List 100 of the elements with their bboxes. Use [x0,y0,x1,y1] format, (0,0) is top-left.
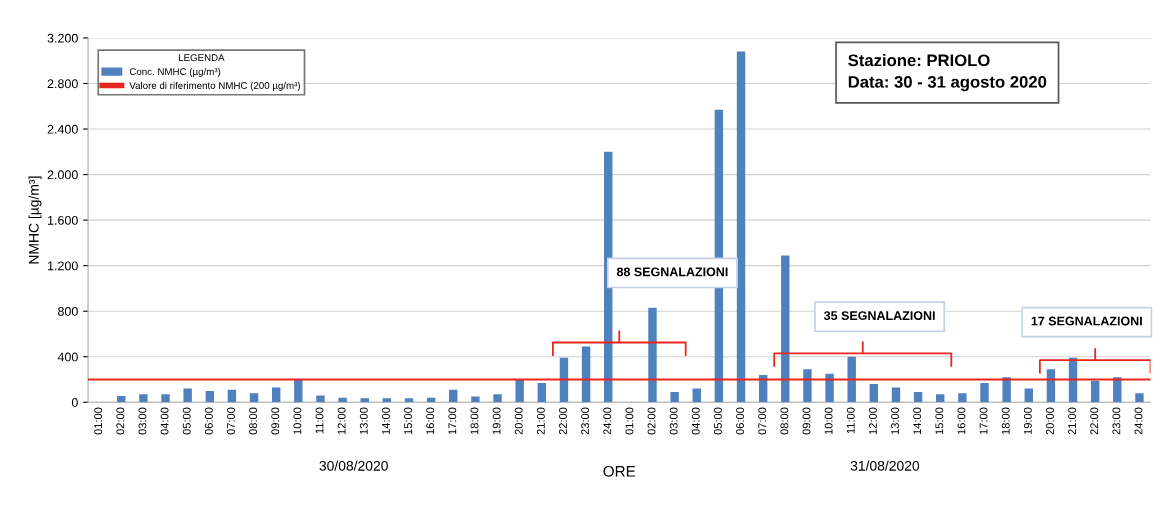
annotation: 35 SEGNALAZIONI [823,311,935,321]
x-tick-label: 01:00 [94,407,103,435]
bar [227,389,237,403]
bar [913,392,923,403]
bar [117,396,126,403]
y-tick-label: 800 [58,306,78,316]
bar [692,388,701,403]
bar [316,395,325,403]
x-tick-label: 12:00 [868,407,877,435]
x-tick-label: 09:00 [271,407,280,435]
bar [271,387,281,403]
x-tick-label: 08:00 [249,407,258,435]
x-tick-label: 17:00 [979,407,988,435]
x-tick-label: 05:00 [714,407,722,435]
y-tick-label: 2.400 [47,124,78,134]
x-tick-label: 18:00 [1001,407,1010,435]
bar [648,307,657,403]
bar [471,396,480,403]
legend-label: Valore di riferimento NMHC (200 µg/m³) [129,81,301,91]
bar [958,393,967,403]
x-tick-label: 07:00 [227,407,235,435]
x-tick-label: 01:00 [625,407,634,435]
x-tick-label: 12:00 [337,407,346,435]
bar [249,393,259,403]
x-tick-label: 21:00 [1068,407,1077,435]
x-tick-label: 18:00 [470,407,479,435]
y-tick-label: 2.800 [47,79,78,89]
bar [980,382,989,403]
text: 31/08/2020 [850,460,920,471]
x-tick-label: 02:00 [647,407,656,435]
bar [449,389,458,403]
x-tick-label: 16:00 [426,407,435,435]
bar [183,388,192,403]
x-tick-label: 08:00 [780,407,789,435]
x-tick-label: 04:00 [691,407,700,435]
bar [404,398,414,403]
bar [360,398,369,403]
bar [1024,388,1033,403]
bar [891,387,901,403]
x-tick-label: 10:00 [293,407,302,435]
y-tick-label: 2.000 [47,170,78,180]
x-tick-label: 22:00 [1090,407,1099,435]
x-tick-label: 11:00 [315,407,324,434]
bar [139,394,148,403]
x-tick-label: 09:00 [802,407,811,435]
x-tick-label: 11:00 [846,407,855,434]
x-tick-label: 10:00 [824,407,833,435]
bar [338,397,347,403]
x-tick-label: 22:00 [559,407,567,435]
x-tick-label: 03:00 [669,407,678,435]
bar [1135,393,1144,403]
x-tick-label: 06:00 [736,407,745,435]
x-tick-label: 16:00 [957,407,966,435]
x-tick-label: 14:00 [381,407,390,435]
y-tick-label: 400 [57,352,78,362]
x-axis-title: ORE [603,465,636,477]
x-tick-label: 21:00 [536,407,545,435]
x-tick-label: 19:00 [1023,407,1032,435]
bar [294,379,303,403]
x-tick-label: 13:00 [359,407,368,435]
x-tick-label: 15:00 [935,407,944,435]
x-tick-label: 24:00 [603,407,612,435]
x-tick-label: 23:00 [581,407,590,435]
x-tick-label: 02:00 [116,407,125,435]
legend-label: Conc. NMHC (µg/m³) [129,67,221,77]
x-tick-label: 20:00 [1046,407,1054,435]
y-axis-title: NMHC [µg/m³] [28,176,42,264]
x-tick-label: 04:00 [160,407,169,435]
x-tick-label: 06:00 [204,407,213,435]
bar [1090,380,1100,403]
x-tick-label: 03:00 [138,407,147,435]
y-tick-label: 3.200 [47,33,78,43]
bar [161,394,170,403]
text: 30/08/2020 [319,460,388,471]
x-tick-label: 17:00 [448,407,457,435]
x-tick-label: 14:00 [913,407,922,435]
bar [515,379,524,403]
y-tick-label: 1.600 [48,215,78,225]
bar [869,384,879,403]
x-tick-label: 23:00 [1112,407,1121,435]
bar [205,390,214,403]
x-tick-label: 19:00 [492,407,501,435]
x-tick-label: 20:00 [514,407,523,435]
annotation: 88 SEGNALAZIONI [616,267,728,277]
bar [803,369,812,403]
annotation: Stazione: PRIOLO Data: 30 - 31 agosto 2020 [848,53,1047,92]
legend-title: LEGENDA [178,54,225,62]
bar [670,392,679,403]
y-tick-label: 0 [71,398,78,407]
bar [781,255,790,403]
x-tick-label: 05:00 [182,407,191,435]
x-tick-label: 07:00 [758,407,767,435]
bar [936,394,945,403]
bar [581,346,591,403]
bar [847,356,856,403]
x-tick-label: 13:00 [891,407,899,435]
bar [736,51,746,403]
bar [382,398,392,403]
x-tick-label: 24:00 [1134,407,1143,435]
annotation: 17 SEGNALAZIONI [1031,316,1142,326]
